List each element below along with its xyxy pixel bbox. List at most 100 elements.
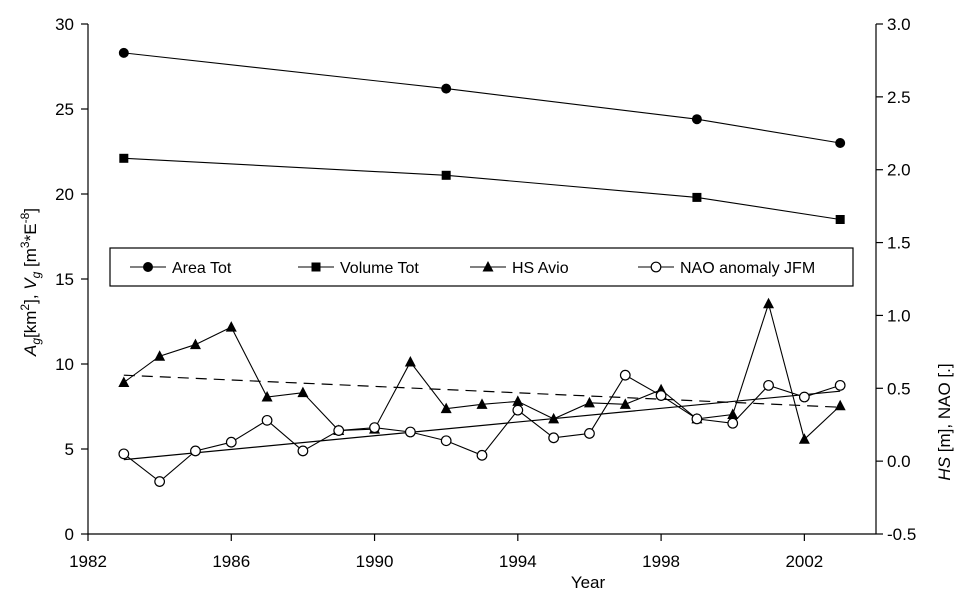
data-point [261,414,273,426]
legend-label: Area Tot [172,260,232,277]
data-point [476,449,488,461]
right-y-tick-label: 1.0 [887,306,911,325]
legend-label: HS Avio [512,260,569,277]
data-point [583,396,595,408]
x-tick-label: 2002 [785,552,823,571]
legend-item: NAO anomaly JFM [638,260,815,277]
right-y-tick-label: 2.0 [887,161,911,180]
data-point [834,399,846,411]
data-point [225,436,237,448]
data-point [404,356,416,367]
data-point [619,398,631,409]
data-point [476,398,488,409]
ylabel-v-unit: [m [21,248,40,272]
x-axis-title: Year [571,573,606,592]
data-point [835,215,845,224]
data-point [119,153,129,163]
data-point [441,83,452,94]
legend-item: HS Avio [470,260,569,277]
ylabel-v: V [21,277,40,290]
data-point [404,426,416,438]
right-y-tick-label: 0.5 [887,379,911,398]
x-ticks: 1982 1986 1990 1994 1998 2002 [69,534,823,571]
data-point [369,422,380,434]
ylabel-a: A [21,345,40,357]
data-point [619,369,631,381]
right-y-tick-label: 0.0 [887,452,911,471]
ylabel-v-close: ] [21,208,40,213]
data-point [763,297,775,309]
right-y-tick-label: 2.5 [887,88,911,107]
legend-box [109,247,854,287]
data-point [512,404,524,416]
data-point [691,413,703,425]
x-tick-label: 1990 [356,552,394,571]
right-y-ticks: -0.5 0.0 0.5 1.0 1.5 2.0 2.5 3.0 [876,15,916,544]
data-point [154,350,166,361]
right-y-tick-label: 1.5 [887,234,911,253]
data-point [763,379,774,391]
data-point [584,428,595,439]
legend-item: Area Tot [130,260,232,277]
left-y-tick-label: 30 [55,15,74,34]
left-y-ticks: 0 5 10 15 20 25 30 [55,15,88,544]
ylabel-a-close: ], [21,290,40,304]
legend-label: NAO anomaly JFM [680,260,815,277]
left-y-tick-label: 20 [55,185,74,204]
ylabel-a-unit: [km [21,311,40,338]
data-point [548,432,560,444]
series-nao-anomaly-jfm [118,369,846,487]
series-area-tot [118,47,846,148]
ylabel-v-sup: 3 [18,241,32,248]
data-series [118,47,846,487]
data-point [548,412,560,424]
right-y-tick-label: 3.0 [887,15,911,34]
ylabel-a-sub: g [29,338,43,345]
data-point [798,391,810,403]
ylabel-v-sup2: -8 [18,212,32,223]
data-point [727,408,739,420]
data-point [440,435,452,447]
data-point [261,391,273,402]
data-point [297,386,309,398]
data-point [798,433,810,444]
data-point [190,445,201,457]
trend-line [123,374,841,408]
trend-lines [123,374,841,461]
data-point [835,138,846,148]
data-point [655,390,667,401]
left-y-tick-label: 15 [55,270,74,289]
ylabel-v-sub: g [29,271,43,278]
series-line [123,52,841,144]
legend-label: Volume Tot [340,260,419,277]
series-line [123,157,841,221]
x-tick-label: 1998 [642,552,680,571]
data-point [189,338,201,350]
trend-line [123,390,841,461]
data-point [727,417,739,429]
series-volume-tot [119,153,845,224]
x-tick-label: 1982 [69,552,107,571]
right-y-axis-title: HS [m], NAO [.] [935,363,954,480]
legend-items: Area Tot Volume Tot HS Avio NAO anomaly JFM [130,260,815,277]
left-y-tick-label: 10 [55,355,74,374]
ylabel-right-rest: [m], NAO [.] [935,363,954,457]
data-point [441,170,451,180]
x-tick-label: 1994 [499,552,537,571]
ylabel-a-sup: 2 [18,304,32,311]
legend-item: Volume Tot [298,260,419,277]
left-y-tick-label: 25 [55,100,74,119]
x-tick-label: 1986 [212,552,250,571]
data-point [297,445,309,457]
legend: Area Tot Volume Tot HS Avio NAO anomaly JFM [109,247,854,287]
data-point [154,476,166,487]
data-point [440,402,452,414]
data-point [118,448,130,460]
data-point [118,376,130,387]
left-y-tick-label: 5 [65,440,74,459]
data-point [311,262,321,272]
data-point [333,425,345,436]
ylabel-v-mid: *E [21,223,40,241]
data-point [118,47,129,58]
